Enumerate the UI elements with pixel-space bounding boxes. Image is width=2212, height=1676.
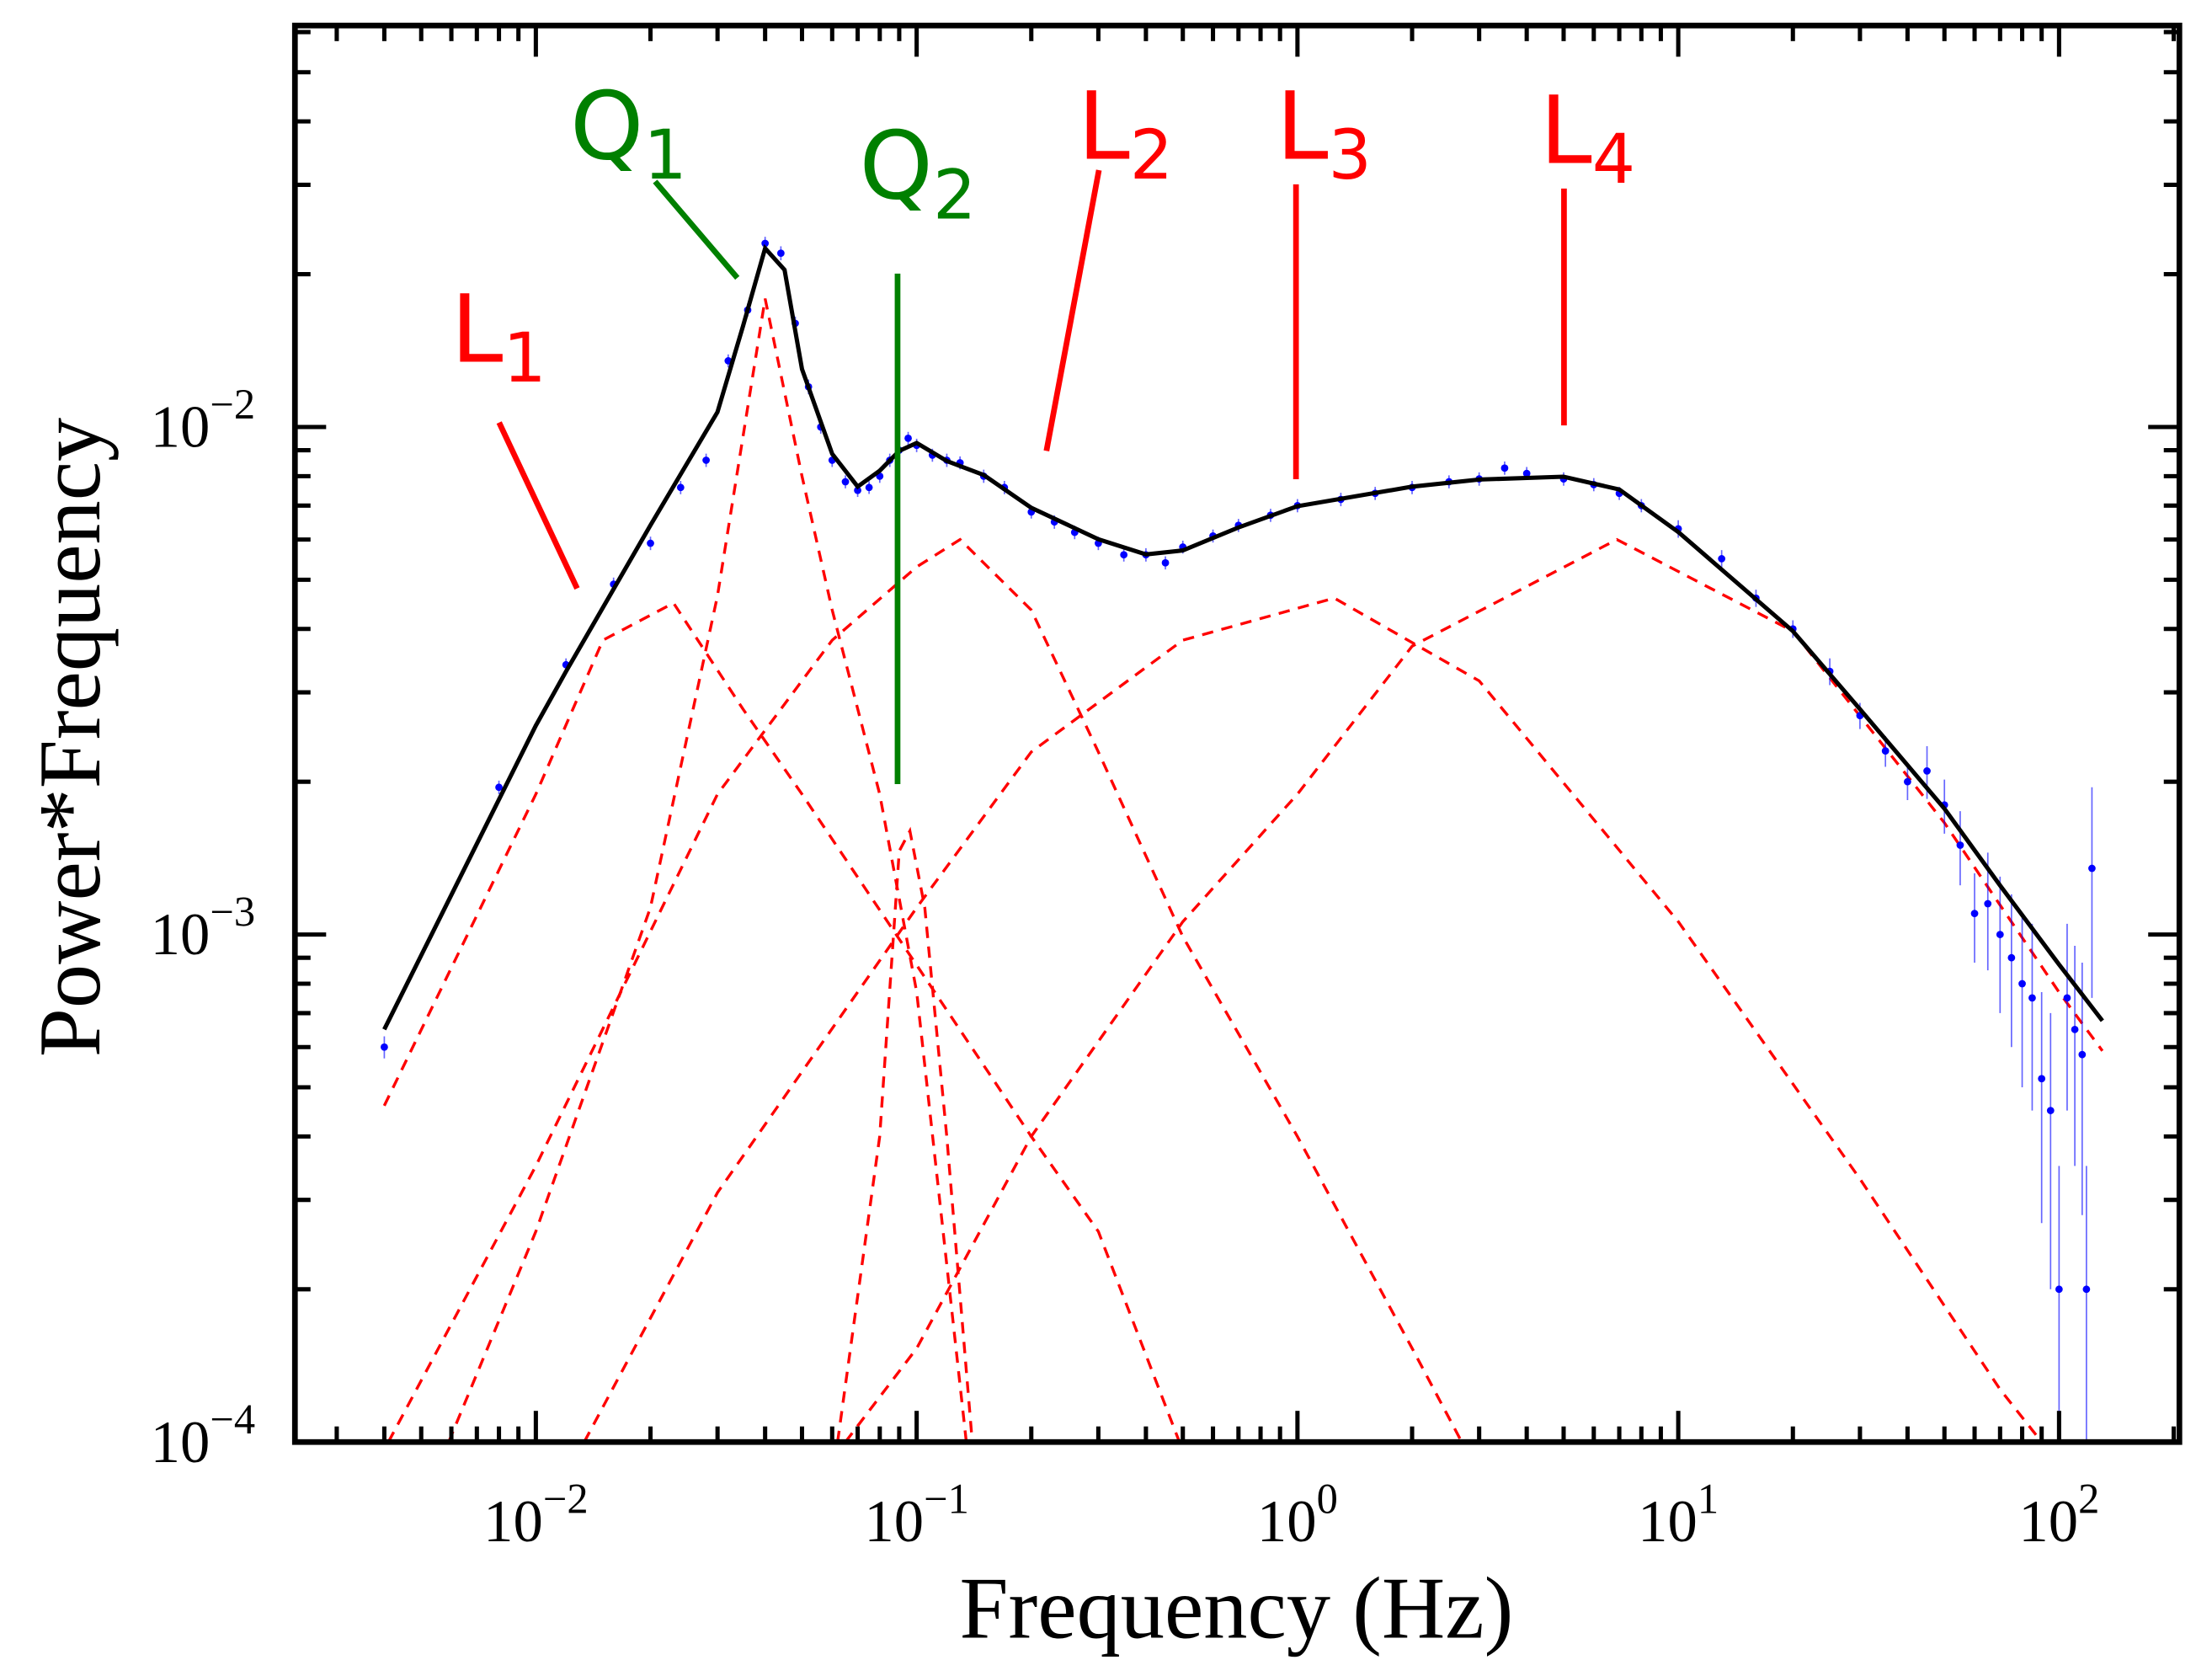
annotation-label: L2 bbox=[1078, 73, 1173, 196]
ticks: 10−2 10−1 100 101 102 10−4 10−3 10−2 bbox=[151, 25, 2180, 1555]
data-point bbox=[1120, 551, 1128, 559]
annotation-subscript: 2 bbox=[1130, 116, 1173, 195]
data-point bbox=[2007, 953, 2016, 962]
x-axis-label: Frequency (Hz) bbox=[959, 1560, 1513, 1657]
data-point bbox=[1996, 931, 2004, 938]
component-curve bbox=[583, 596, 2044, 1443]
annotation-label: L1 bbox=[451, 275, 546, 398]
component-curve bbox=[844, 537, 2104, 1443]
data-point bbox=[2082, 1285, 2091, 1294]
data-point bbox=[1881, 747, 1890, 755]
data-point bbox=[865, 483, 873, 492]
y-axis-label: Power*Frequency bbox=[21, 418, 119, 1057]
model-curve bbox=[382, 243, 2104, 1031]
annotation-text: L bbox=[451, 275, 504, 384]
data-point bbox=[1956, 841, 1964, 849]
component-curve bbox=[382, 600, 1181, 1443]
x-tick-label: 10−1 bbox=[864, 1475, 968, 1555]
annotation-subscript: 2 bbox=[933, 156, 976, 235]
x-tick-label: 10−2 bbox=[483, 1475, 588, 1555]
data-point bbox=[1904, 777, 1911, 786]
annotation-text: Q bbox=[570, 73, 643, 182]
y-tick-label: 10−3 bbox=[151, 888, 255, 968]
component-curve bbox=[447, 298, 968, 1443]
data-point bbox=[1522, 469, 1531, 478]
data-point bbox=[1161, 558, 1170, 567]
x-tick-label: 101 bbox=[1638, 1475, 1719, 1555]
annotation-label: Q2 bbox=[859, 113, 976, 236]
data-point bbox=[777, 249, 785, 257]
data-point bbox=[1970, 910, 1979, 918]
data-point bbox=[702, 456, 710, 464]
x-tick-label: 102 bbox=[2018, 1475, 2099, 1555]
data-point bbox=[495, 783, 503, 792]
data-point bbox=[2028, 994, 2036, 1002]
data-point bbox=[1718, 555, 1726, 563]
annotation-text: L bbox=[1078, 73, 1130, 182]
annotation-text: L bbox=[1540, 77, 1592, 186]
data-point bbox=[1923, 767, 1931, 775]
data-point bbox=[904, 435, 912, 442]
data-point bbox=[761, 239, 770, 248]
annotation-label: L4 bbox=[1540, 77, 1635, 200]
data-point bbox=[381, 1043, 388, 1051]
component-curve bbox=[386, 537, 1463, 1443]
annotation-line bbox=[1043, 169, 1102, 451]
data-point bbox=[2071, 1025, 2079, 1033]
y-tick-label: 10−4 bbox=[151, 1396, 255, 1476]
data-point bbox=[2055, 1285, 2063, 1294]
plot-area bbox=[381, 237, 2104, 1443]
data-point bbox=[647, 539, 654, 547]
annotation-line bbox=[653, 179, 740, 280]
data-point bbox=[1984, 899, 1992, 908]
data-point bbox=[676, 483, 685, 492]
data-point bbox=[1500, 464, 1509, 472]
data-point bbox=[854, 486, 861, 494]
annotation-text: L bbox=[1277, 73, 1329, 182]
data-point bbox=[2088, 864, 2096, 873]
data-point bbox=[841, 478, 850, 486]
data-point bbox=[2046, 1107, 2055, 1114]
annotation-subscript: 1 bbox=[643, 116, 686, 195]
y-tick-label: 10−2 bbox=[151, 381, 255, 461]
data-point bbox=[2063, 994, 2071, 1002]
annotation-line bbox=[496, 421, 580, 590]
component-curve bbox=[836, 826, 974, 1443]
data-point bbox=[2078, 1050, 2087, 1059]
data-point bbox=[2018, 979, 2026, 988]
x-tick-label: 100 bbox=[1257, 1475, 1338, 1555]
frame bbox=[291, 22, 2183, 1445]
annotation-label: L3 bbox=[1277, 73, 1372, 196]
annotation-label: Q1 bbox=[570, 73, 687, 196]
annotation-text: Q bbox=[859, 113, 932, 222]
annotation-subscript: 1 bbox=[503, 319, 546, 398]
data-point bbox=[2038, 1075, 2046, 1083]
annotation-subscript: 4 bbox=[1592, 120, 1635, 200]
annotation-subscript: 3 bbox=[1328, 116, 1371, 195]
